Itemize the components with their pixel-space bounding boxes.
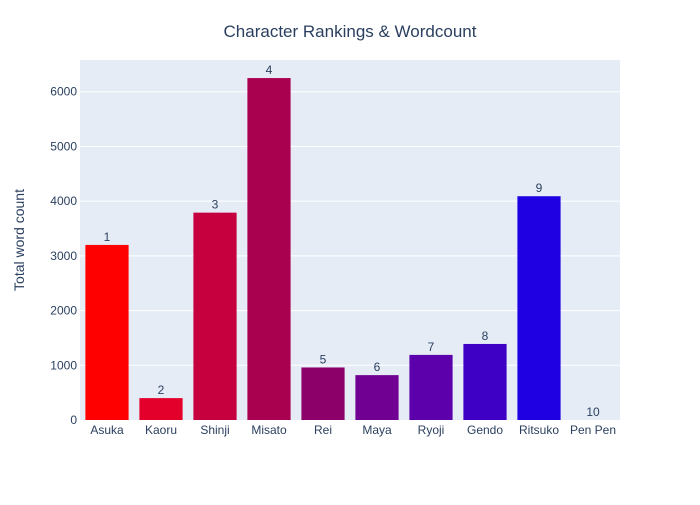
y-tick-label: 0 (70, 413, 77, 427)
x-tick-label: Rei (314, 423, 332, 437)
bar-data-label: 3 (212, 198, 219, 212)
bar (409, 354, 453, 420)
data-labels: 1 2 3 4 5 6 7 8 9 10 (104, 63, 600, 419)
chart-title: Character Rankings & Wordcount (224, 22, 477, 41)
y-tick-label: 3000 (50, 249, 77, 263)
y-tick-label: 4000 (50, 194, 77, 208)
x-tick-label: Maya (362, 423, 392, 437)
y-tick-label: 1000 (50, 358, 77, 372)
bar (301, 367, 345, 420)
bar-data-label: 7 (428, 340, 435, 354)
bar-data-label: 9 (536, 181, 543, 195)
y-tick-label: 6000 (50, 85, 77, 99)
y-axis-ticks: 0 1000 2000 3000 4000 5000 6000 (50, 85, 77, 427)
gridlines (80, 91, 620, 366)
bar-data-label: 6 (374, 360, 381, 374)
x-tick-label: Pen Pen (570, 423, 616, 437)
y-tick-label: 5000 (50, 139, 77, 153)
bar-data-label: 4 (266, 63, 273, 77)
x-tick-label: Asuka (90, 423, 124, 437)
bar (139, 398, 183, 420)
bar (193, 212, 237, 420)
bar-data-label: 8 (482, 329, 489, 343)
x-tick-label: Misato (251, 423, 287, 437)
bar-data-label: 10 (586, 405, 600, 419)
bar-data-label: 1 (104, 230, 111, 244)
bar (355, 375, 399, 420)
x-tick-label: Gendo (467, 423, 503, 437)
x-tick-label: Kaoru (145, 423, 177, 437)
bar-data-label: 5 (320, 352, 327, 366)
bar (517, 196, 561, 420)
x-tick-label: Ritsuko (519, 423, 559, 437)
bar (463, 343, 507, 420)
bar (85, 244, 129, 420)
x-axis-ticks: Asuka Kaoru Shinji Misato Rei Maya Ryoji Gendo R… (90, 423, 616, 437)
bars (85, 78, 561, 420)
y-axis-title: Total word count (11, 189, 27, 291)
x-tick-label: Ryoji (418, 423, 445, 437)
y-tick-label: 2000 (50, 304, 77, 318)
bar-data-label: 2 (158, 383, 165, 397)
bar (247, 78, 291, 420)
x-tick-label: Shinji (200, 423, 229, 437)
